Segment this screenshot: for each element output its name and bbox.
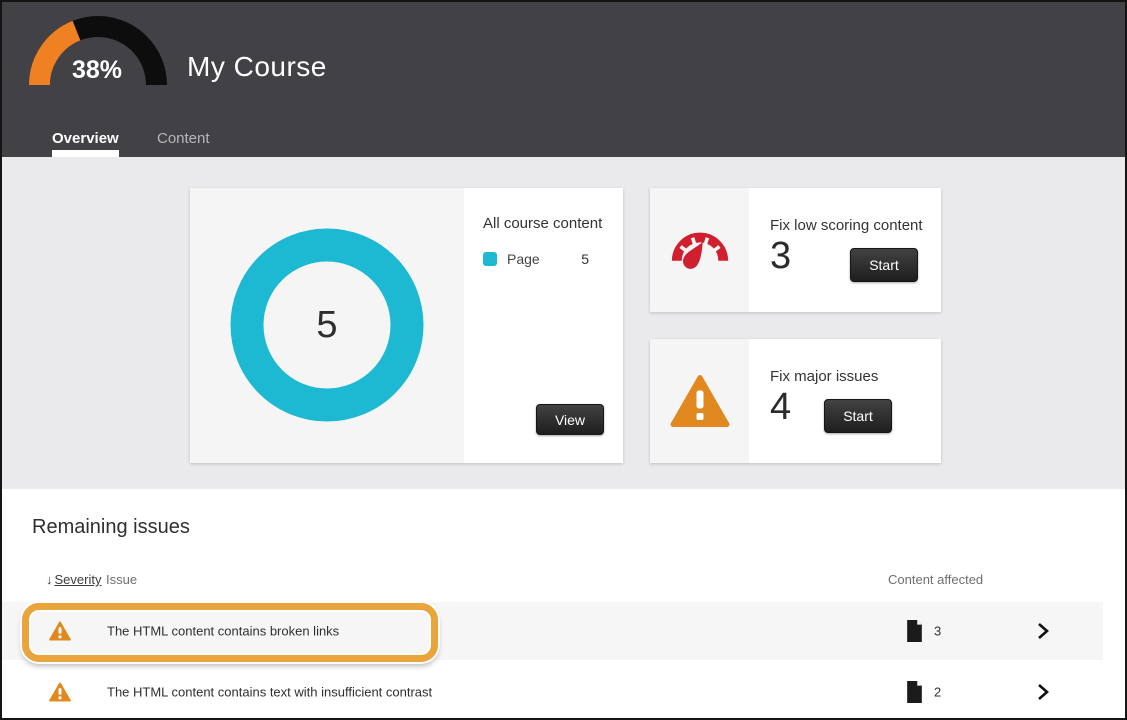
overview-section: 5 All course content Page 5 View bbox=[2, 157, 1125, 489]
issue-row-insufficient-contrast[interactable]: The HTML content contains text with insu… bbox=[2, 663, 1103, 718]
content-affected-count: 2 bbox=[934, 684, 942, 699]
content-affected-count: 3 bbox=[934, 623, 942, 639]
fix-major-issues-card: Fix major issues 4 Start bbox=[650, 339, 941, 463]
donut-center-value: 5 bbox=[316, 304, 338, 346]
score-gauge-arc bbox=[29, 16, 167, 86]
active-tab-indicator bbox=[52, 150, 119, 157]
legend-item-page: Page 5 bbox=[483, 251, 589, 267]
warning-triangle-icon bbox=[670, 375, 729, 427]
card-icon-pane bbox=[650, 339, 749, 463]
header: 38% My Course Overview Content bbox=[2, 2, 1125, 157]
donut-ring bbox=[230, 228, 424, 422]
warning-triangle-icon bbox=[49, 621, 71, 641]
page-icon bbox=[907, 680, 922, 703]
legend-value: 5 bbox=[581, 251, 589, 267]
page-title: My Course bbox=[187, 51, 327, 82]
speedometer-icon bbox=[671, 232, 728, 269]
course-content-card: 5 All course content Page 5 View bbox=[190, 188, 623, 463]
start-low-scoring-button[interactable]: Start bbox=[850, 248, 918, 282]
legend-swatch-icon bbox=[483, 252, 497, 266]
legend-label: Page bbox=[507, 251, 540, 267]
card-icon-pane bbox=[650, 188, 749, 312]
content-legend-panel: All course content Page 5 View bbox=[464, 188, 623, 463]
score-percent: 38% bbox=[72, 56, 123, 84]
issue-description: The HTML content contains broken links bbox=[107, 623, 340, 639]
donut-chart: 5 bbox=[190, 188, 464, 463]
score-gauge bbox=[28, 13, 168, 87]
warning-triangle-icon bbox=[49, 681, 71, 702]
page-icon bbox=[907, 620, 922, 642]
column-header-content-affected: Content affected bbox=[888, 572, 984, 587]
card-title: Fix low scoring content bbox=[770, 217, 923, 234]
card-title: Fix major issues bbox=[770, 368, 879, 385]
chevron-right-icon[interactable] bbox=[1036, 622, 1050, 640]
legend-title: All course content bbox=[483, 215, 603, 232]
remaining-issues-section: Remaining issues ↓ Severity Issue Content… bbox=[2, 489, 1125, 718]
severity-header-label: Severity bbox=[54, 572, 102, 587]
column-header-issue: Issue bbox=[106, 572, 138, 587]
tab-content[interactable]: Content bbox=[157, 130, 210, 147]
fix-low-scoring-card: Fix low scoring content 3 Start bbox=[650, 188, 941, 312]
column-header-severity[interactable]: ↓ Severity bbox=[46, 572, 101, 587]
issue-row-broken-links[interactable]: The HTML content contains broken links 3 bbox=[2, 602, 1103, 660]
start-major-issues-button[interactable]: Start bbox=[824, 399, 892, 433]
card-count: 3 bbox=[770, 235, 792, 277]
sort-descending-icon: ↓ bbox=[46, 572, 53, 587]
card-count: 4 bbox=[770, 386, 792, 428]
section-title: Remaining issues bbox=[32, 516, 190, 538]
chevron-right-icon[interactable] bbox=[1036, 683, 1050, 701]
issue-description: The HTML content contains text with insu… bbox=[107, 684, 433, 699]
tab-overview[interactable]: Overview bbox=[52, 130, 119, 147]
view-button[interactable]: View bbox=[536, 404, 604, 435]
